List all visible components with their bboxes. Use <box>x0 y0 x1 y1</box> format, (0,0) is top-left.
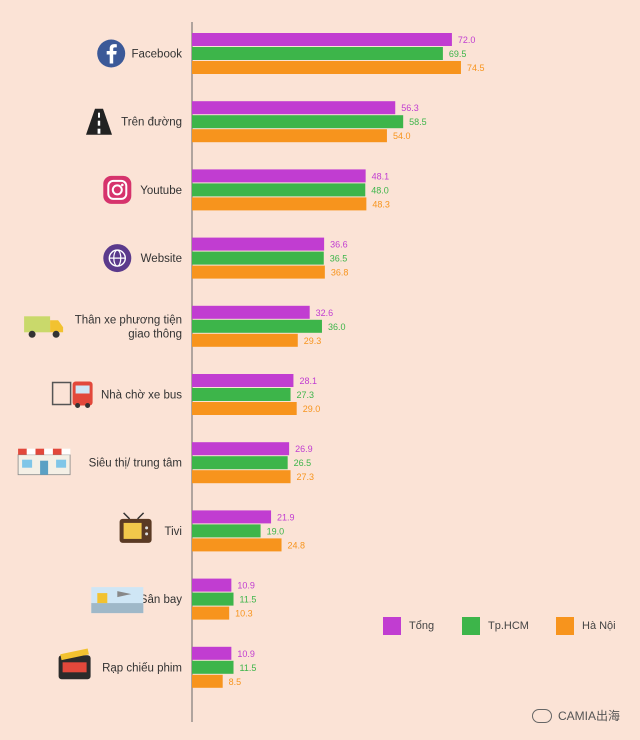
bar <box>192 456 288 470</box>
legend-label: Tp.HCM <box>488 620 529 632</box>
facebook-icon <box>97 39 126 68</box>
bar <box>192 101 396 115</box>
bar <box>192 606 230 620</box>
category-label: Thân xe phương tiện giao thông <box>75 314 182 340</box>
value-label: 10.9 <box>237 581 255 591</box>
category-label: Nhà chờ xe bus <box>101 390 182 402</box>
tv-icon <box>119 512 152 543</box>
category-label: Tivi <box>165 526 182 538</box>
value-label: 21.9 <box>277 512 295 522</box>
category-label: Website <box>141 253 182 265</box>
bar <box>192 319 322 333</box>
value-label: 29.0 <box>303 404 321 414</box>
value-label: 19.0 <box>267 526 285 536</box>
value-label: 26.5 <box>294 458 312 468</box>
bar <box>192 251 324 265</box>
value-label: 29.3 <box>304 336 322 346</box>
value-label: 28.1 <box>299 376 317 386</box>
bar <box>192 524 261 538</box>
bar <box>192 388 291 401</box>
bar <box>192 510 272 524</box>
bar <box>192 115 404 129</box>
bar <box>192 305 310 319</box>
value-label: 48.3 <box>372 199 390 209</box>
supermarket-icon <box>17 448 71 476</box>
legend-item: Hà Nội <box>556 617 616 635</box>
cinema-icon <box>58 648 91 680</box>
instagram-icon <box>103 175 132 204</box>
value-label: 48.1 <box>372 171 390 181</box>
category-label: Siêu thị/ trung tâm <box>89 458 182 470</box>
bar <box>192 61 461 74</box>
truck-icon <box>24 316 64 338</box>
globe-icon <box>103 244 132 273</box>
value-label: 54.0 <box>393 131 411 141</box>
legend-label: Tổng <box>409 620 435 632</box>
category-label: Rạp chiếu phim <box>102 662 182 674</box>
airport-icon <box>91 587 144 614</box>
bar <box>192 442 290 456</box>
value-label: 27.3 <box>297 472 315 482</box>
value-label: 10.9 <box>237 649 255 659</box>
bar <box>192 592 234 606</box>
bar <box>192 197 367 211</box>
value-label: 26.9 <box>295 444 313 454</box>
category-label: Facebook <box>131 49 182 61</box>
legend-swatch <box>462 617 480 635</box>
value-label: 32.6 <box>316 308 334 318</box>
bar <box>192 265 325 279</box>
legend-swatch <box>556 617 574 635</box>
value-label: 72.0 <box>458 35 476 45</box>
legend-item: Tổng <box>383 617 434 635</box>
bar <box>192 333 298 347</box>
bar <box>192 33 452 46</box>
value-label: 36.0 <box>328 322 346 332</box>
legend-label: Hà Nội <box>582 620 616 632</box>
value-label: 36.6 <box>330 240 348 250</box>
bar <box>192 129 387 143</box>
watermark-text: CAMIA出海 <box>557 709 620 723</box>
value-label: 10.3 <box>235 609 253 619</box>
bar <box>192 374 294 387</box>
road-icon <box>86 108 112 135</box>
bar <box>192 646 232 660</box>
legend-item: Tp.HCM <box>462 617 529 635</box>
bar <box>192 169 366 183</box>
value-label: 8.5 <box>229 677 242 687</box>
value-label: 69.5 <box>449 49 467 59</box>
value-label: 48.0 <box>371 185 389 195</box>
category-label: Trên đường <box>121 117 182 129</box>
value-label: 24.8 <box>288 540 306 550</box>
watermark: CAMIA出海 <box>531 707 620 724</box>
value-label: 11.5 <box>240 595 257 605</box>
value-label: 27.3 <box>297 390 315 400</box>
bar <box>192 47 443 60</box>
bar <box>192 660 234 674</box>
value-label: 74.5 <box>467 63 485 73</box>
bus-stop-icon <box>51 381 93 408</box>
bar <box>192 674 223 688</box>
bar <box>192 470 291 484</box>
category-label: Youtube <box>140 185 182 197</box>
wechat-icon <box>531 708 552 723</box>
value-label: 58.5 <box>409 117 427 127</box>
bar <box>192 183 366 197</box>
bar <box>192 538 282 552</box>
value-label: 36.5 <box>330 254 348 264</box>
bar <box>192 402 297 415</box>
bar <box>192 237 325 251</box>
legend-swatch <box>383 617 401 635</box>
category-label: Sân bay <box>140 594 182 606</box>
value-label: 11.5 <box>240 663 257 673</box>
value-label: 56.3 <box>401 103 419 113</box>
bar <box>192 578 232 592</box>
value-label: 36.8 <box>331 268 349 278</box>
